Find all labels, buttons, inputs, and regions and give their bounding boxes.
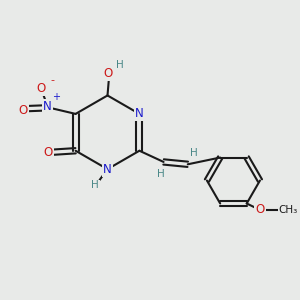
Text: O: O [37, 82, 46, 95]
Text: N: N [135, 107, 144, 120]
Text: H: H [116, 59, 124, 70]
Text: O: O [44, 146, 53, 159]
Text: O: O [103, 67, 112, 80]
Text: N: N [103, 163, 112, 176]
Text: H: H [190, 148, 197, 158]
Text: +: + [52, 92, 60, 102]
Text: O: O [255, 203, 265, 217]
Text: N: N [43, 100, 52, 113]
Text: H: H [91, 180, 99, 190]
Text: -: - [50, 75, 54, 85]
Text: CH₃: CH₃ [278, 205, 298, 215]
Text: H: H [157, 169, 164, 179]
Text: O: O [19, 103, 28, 117]
